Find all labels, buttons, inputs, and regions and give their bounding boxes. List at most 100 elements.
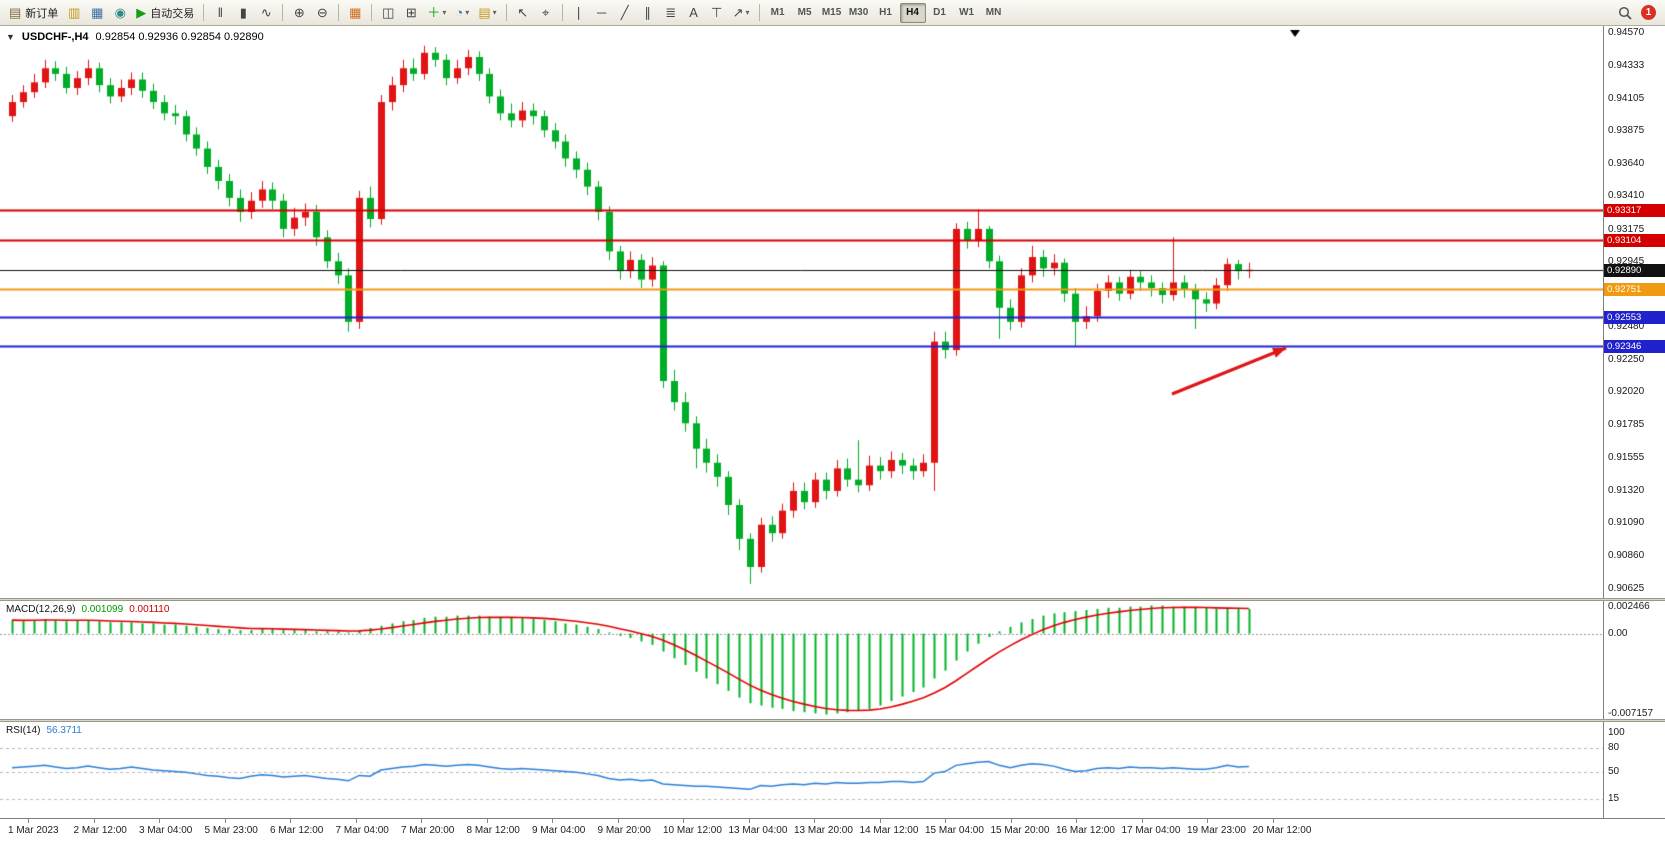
templates-icon: ▤ [478,5,491,20]
timeframe-m30-button[interactable]: M30 [848,7,869,18]
zoom-in-icon: ⊕ [293,5,305,20]
price-tick: 0.90860 [1608,549,1645,561]
timeframe-m5-button[interactable]: M5 [797,7,812,18]
navigator-button[interactable]: ◉ [109,2,131,23]
panel-splitter[interactable] [0,598,1665,601]
search-button[interactable] [1614,2,1636,23]
tile-horizontal-icon: ◫ [382,5,395,20]
zoom-out-button[interactable]: ⊖ [311,2,333,23]
time-tick [224,819,226,823]
price-tick: 0.93410 [1608,190,1645,202]
charts-icon: ▥ [68,5,81,20]
macd-panel: MACD(12,26,9) 0.001099 0.001110 [0,601,1603,719]
time-label: 9 Mar 04:00 [532,825,586,836]
time-tick [1076,819,1077,823]
time-tick [1207,819,1208,823]
time-tick [28,819,29,823]
time-tick [93,819,95,823]
timeframe-group: M1 M5 M15 M30 H1 H4 D1 W1 MN [765,2,1007,23]
text-tool-button[interactable]: A [683,2,705,23]
timeframe-h1-button[interactable]: H1 [879,7,892,18]
templates-button[interactable]: ▤ ▾ [474,2,500,23]
timeframe-h4-button[interactable]: H4 [899,2,926,23]
price-axis[interactable]: 0.94570 0.94333 0.94105 0.93875 0.93640 0.934… [1603,26,1665,818]
auto-trading-label: 自动交易 [150,7,195,20]
price-tick: 0.91320 [1608,484,1645,496]
new-order-icon: ▤ [9,5,22,20]
price-tag: 0.92890 [1604,263,1665,277]
label-tool-button[interactable]: ⊤ [706,2,728,23]
channel-tool-button[interactable]: ∥ [637,2,659,23]
timeframe-mn-button[interactable]: MN [985,7,1002,18]
vertical-line-tool-button[interactable]: ∣ [568,2,590,23]
timeframe-d1-button[interactable]: D1 [933,7,946,18]
time-tick [1010,819,1012,823]
price-tick: 0.92020 [1608,386,1645,398]
tile-horizontally-button[interactable]: ◫ [377,2,399,23]
price-tick: 0.91555 [1608,451,1645,463]
bar-chart-icon: ‖ [217,5,223,20]
timeframe-m1-button[interactable]: M1 [770,7,785,18]
chart-window: ▼ USDCHF-,H4 0.92854 0.92936 0.92854 0.9… [0,26,1665,844]
timeframe-m15-button[interactable]: M15 [821,7,842,18]
time-label: 15 Mar 20:00 [990,825,1050,836]
line-chart-mode-button[interactable]: ∿ [255,2,277,23]
price-tick: 0.91090 [1608,517,1645,529]
toolbar-separator [338,4,340,21]
notification-badge[interactable]: 1 [1641,5,1656,20]
time-axis[interactable]: 1 Mar 2023 2 Mar 12:00 3 Mar 04:00 5 Mar 23… [0,818,1665,844]
new-order-button[interactable]: ▤ 新订单 [5,2,62,23]
bar-chart-mode-button[interactable]: ‖ [209,2,231,23]
price-tick: 0.93640 [1608,158,1645,170]
price-axis-main[interactable]: 0.94570 0.94333 0.94105 0.93875 0.93640 0.934… [1604,26,1665,598]
panel-splitter[interactable] [0,719,1665,722]
price-axis-macd[interactable]: 0.002466 0.00 -0.007157 [1604,601,1665,719]
grid-icon: ▦ [349,5,362,20]
tile-vertically-button[interactable]: ⊞ [400,2,422,23]
indicators-button[interactable]: ＋ ▾ [423,2,450,23]
horizontal-line-icon: ─ [597,5,607,20]
channel-icon: ∥ [644,5,651,20]
line-chart-icon: ∿ [260,5,272,20]
add-indicator-icon: ＋ [427,5,441,20]
price-tick: 0.91785 [1608,419,1645,431]
time-label: 2 Mar 12:00 [73,825,127,836]
time-label: 13 Mar 20:00 [794,825,853,836]
cursor-icon: ↖ [517,5,529,20]
grid-button[interactable]: ▦ [344,2,366,23]
shapes-tool-button[interactable]: ↗ ▾ [729,2,754,23]
price-tick: 0.92945 [1608,255,1645,267]
price-tick: 0.94105 [1608,92,1645,104]
timeframe-w1-button[interactable]: W1 [959,7,975,18]
periods-button[interactable]: ◔ ▾ [451,2,473,23]
market-watch-button[interactable]: ▦ [86,2,108,23]
auto-trading-button[interactable]: ▶ 自动交易 [132,2,198,23]
symbol-dropdown-icon[interactable]: ▼ [6,32,15,42]
fibonacci-tool-button[interactable]: ≣ [660,2,682,23]
time-tick [486,819,488,823]
crosshair-tool-button[interactable]: ⌖ [535,2,557,23]
trendline-tool-button[interactable]: ╱ [614,2,636,23]
candle-chart-mode-button[interactable]: ▮ [232,2,254,23]
label-icon: ⊤ [710,5,723,20]
macd-canvas[interactable] [0,601,1603,719]
price-tag: 0.93104 [1604,233,1665,247]
rsi-canvas[interactable] [0,722,1603,818]
charts-button[interactable]: ▥ [63,2,85,23]
time-tick [1272,819,1274,823]
price-tick: 0.92480 [1608,321,1645,333]
zoom-in-button[interactable]: ⊕ [288,2,310,23]
time-tick [355,819,357,823]
horizontal-line-tool-button[interactable]: ─ [591,2,613,23]
price-axis-rsi[interactable]: 100 80 50 15 [1604,722,1665,818]
dropdown-icon: ▾ [442,8,447,17]
time-label: 8 Mar 12:00 [466,825,520,836]
macd-label: MACD(12,26,9) 0.001099 0.001110 [6,604,169,615]
time-tick [748,819,750,823]
main-chart-canvas[interactable] [0,26,1603,598]
time-label: 14 Mar 12:00 [859,825,919,836]
periods-clock-icon: ◔ [455,5,464,20]
time-label: 6 Mar 12:00 [270,825,324,836]
cursor-tool-button[interactable]: ↖ [512,2,534,23]
time-label: 17 Mar 04:00 [1121,825,1181,836]
